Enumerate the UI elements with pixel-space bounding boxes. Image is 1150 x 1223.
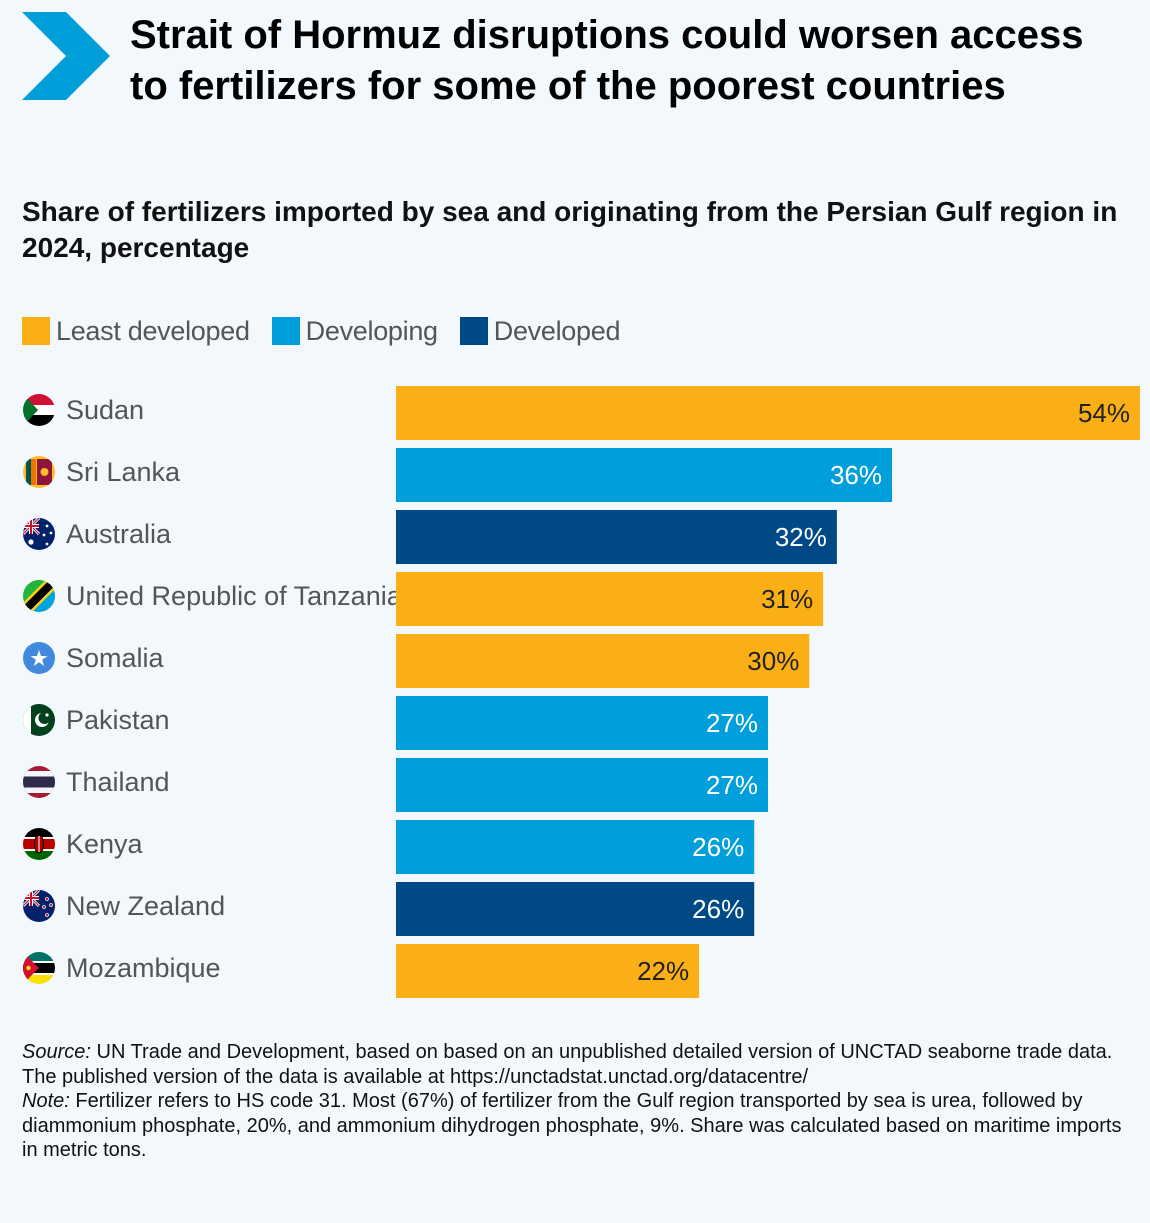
bar-pakistan: [396, 696, 768, 750]
bar-kenya: [396, 820, 755, 874]
country-label: Sri Lanka: [66, 457, 181, 487]
bar-mozambique: [396, 944, 700, 998]
sri-lanka-flag-icon: [23, 456, 55, 488]
bar-value-label: 32%: [775, 522, 827, 552]
country-label: Thailand: [66, 767, 170, 797]
source-label: Source:: [22, 1041, 91, 1063]
legend-item-least-developed: Least developed: [22, 316, 250, 347]
footer-notes: Source: UN Trade and Development, based …: [22, 1040, 1137, 1163]
bar-somalia: [396, 634, 810, 688]
bar-value-label: 30%: [747, 646, 799, 676]
legend-label: Developing: [305, 315, 438, 346]
legend-label: Least developed: [56, 315, 250, 346]
country-label: Australia: [66, 519, 172, 549]
bar-united-republic-of-tanzania: [396, 572, 824, 626]
bar-australia: [396, 510, 837, 564]
country-label: Kenya: [66, 829, 144, 859]
country-label: Sudan: [66, 395, 144, 425]
note: Note: Fertilizer refers to HS code 31. M…: [22, 1089, 1137, 1163]
bar-chart: Sudan 54% Sri Lanka 36% Australia 32% United R…: [23, 386, 1140, 998]
country-label: Mozambique: [66, 953, 221, 983]
mozambique-flag-icon: [23, 952, 55, 984]
legend: Least developed Developing Developed: [22, 314, 642, 348]
source-text: UN Trade and Development, based on based…: [22, 1041, 1113, 1088]
source-note: Source: UN Trade and Development, based …: [22, 1040, 1137, 1089]
country-label: Pakistan: [66, 705, 170, 735]
legend-swatch-developing: [271, 317, 300, 345]
bar-value-label: 54%: [1078, 398, 1130, 428]
note-text: Fertilizer refers to HS code 31. Most (6…: [22, 1090, 1122, 1161]
legend-item-developed: Developed: [459, 315, 621, 347]
country-label: Somalia: [66, 643, 165, 673]
bar-value-label: 22%: [637, 956, 689, 986]
chevron-logo-icon: [22, 12, 110, 100]
bar-new-zealand: [396, 882, 755, 936]
somalia-flag-icon: [23, 642, 55, 674]
bar-sri-lanka: [396, 448, 892, 502]
bar-value-label: 36%: [830, 460, 882, 490]
bar-value-label: 27%: [706, 770, 758, 800]
bar-sudan: [396, 386, 1140, 440]
bar-value-label: 27%: [706, 708, 758, 738]
note-label: Note:: [22, 1090, 70, 1112]
legend-item-developing: Developing: [271, 315, 438, 347]
australia-flag-icon: [23, 518, 55, 550]
country-label: United Republic of Tanzania: [66, 581, 403, 611]
chart-subtitle: Share of fertilizers imported by sea and…: [22, 196, 1118, 263]
new-zealand-flag-icon: [23, 890, 55, 922]
bar-value-label: 26%: [692, 832, 744, 862]
legend-label: Developed: [493, 315, 621, 346]
pakistan-flag-icon: [23, 704, 55, 736]
legend-swatch-least-developed: [22, 317, 50, 345]
legend-swatch-developed: [459, 317, 488, 345]
country-label: New Zealand: [66, 891, 225, 921]
bar-value-label: 31%: [761, 584, 813, 614]
sudan-flag-icon: [23, 394, 55, 426]
kenya-flag-icon: [23, 828, 55, 860]
thailand-flag-icon: [23, 766, 55, 798]
bar-thailand: [396, 758, 768, 812]
bar-value-label: 26%: [692, 894, 744, 924]
page-title: Strait of Hormuz disruptions could worse…: [130, 13, 1084, 108]
tanzania-flag-icon: [23, 580, 55, 612]
